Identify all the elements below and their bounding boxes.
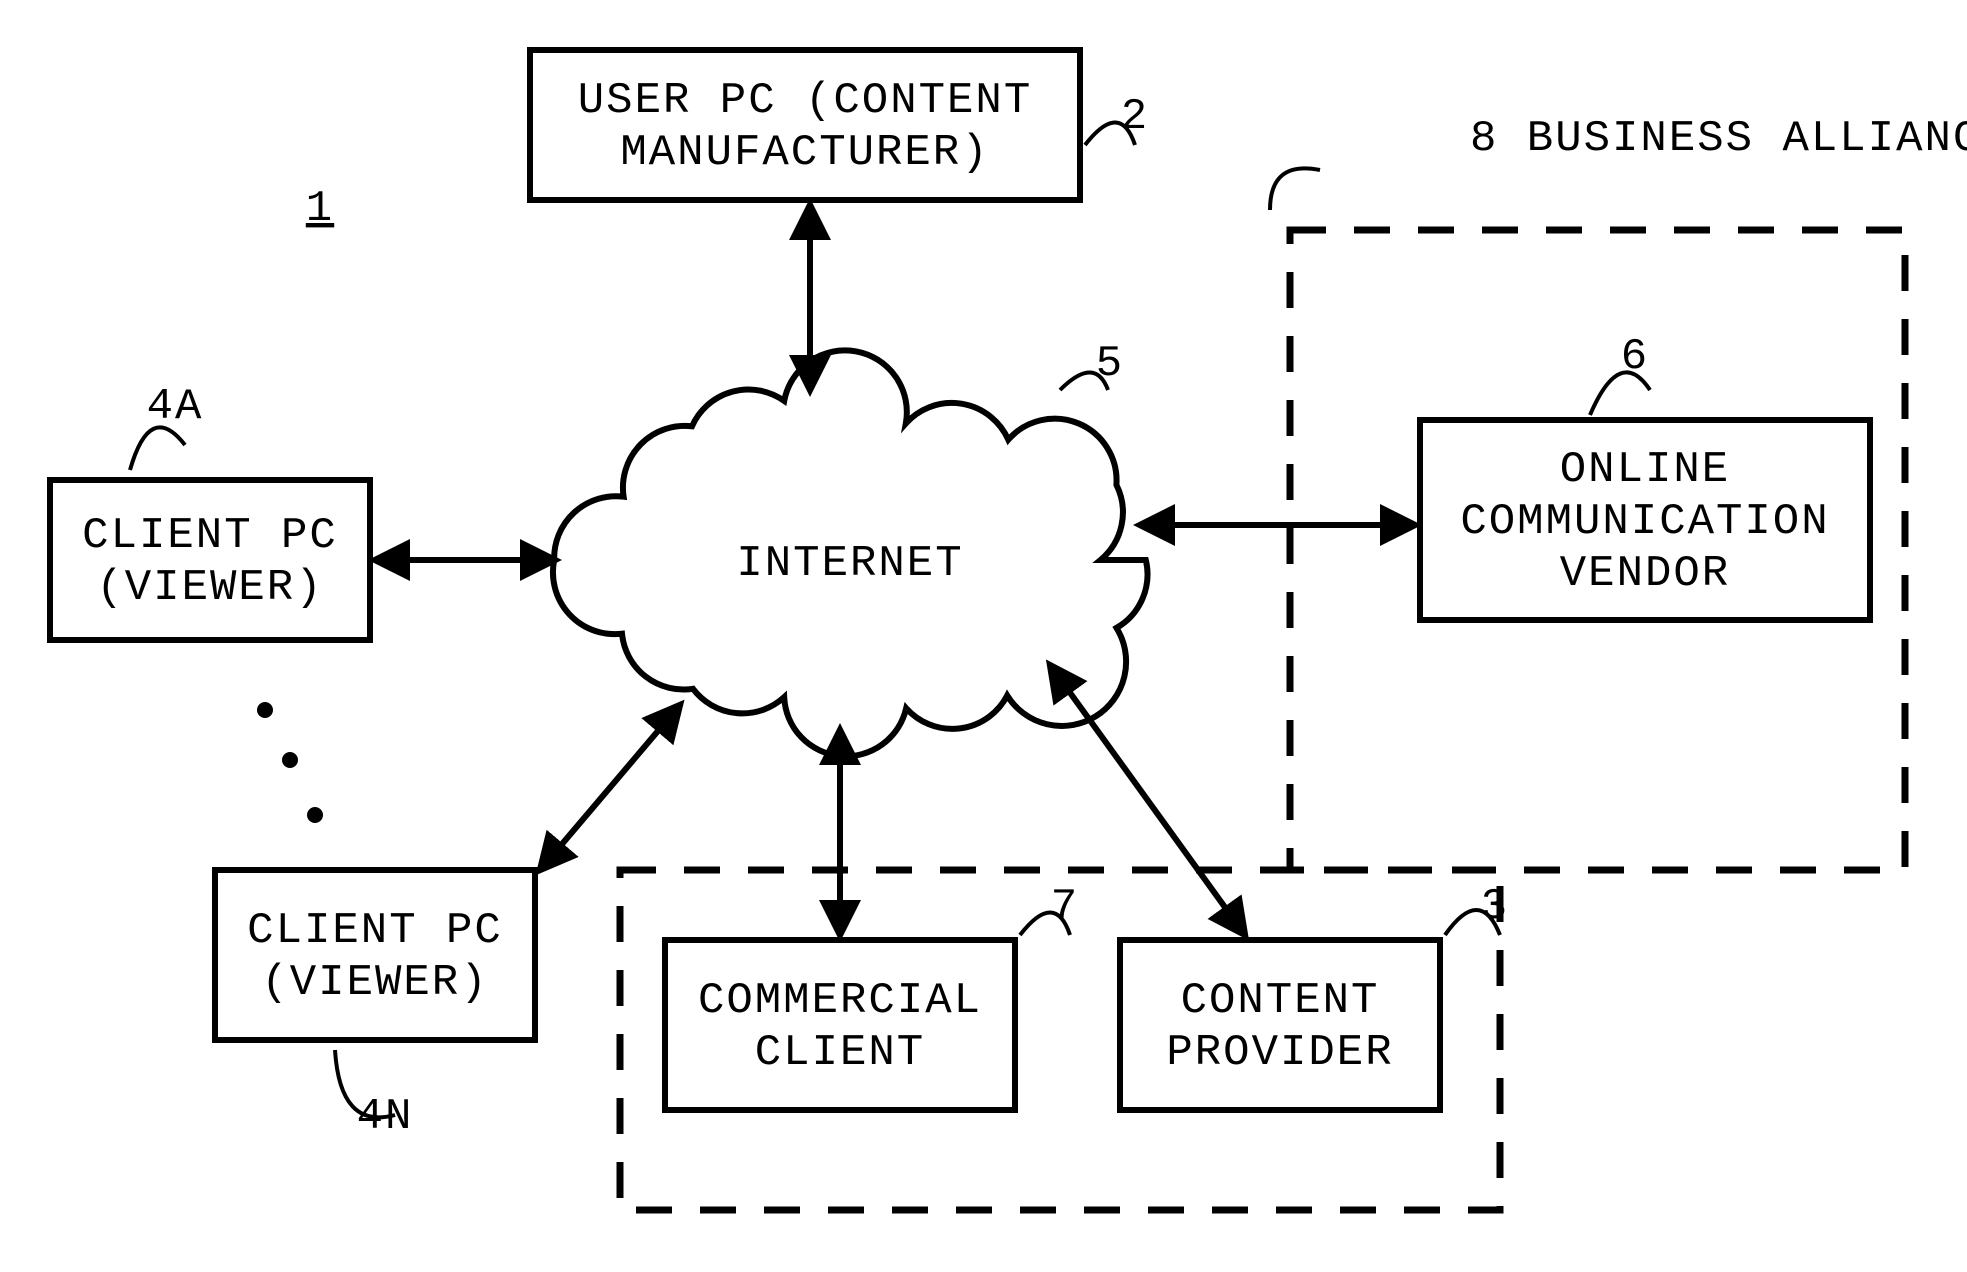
node-client_n: CLIENT PC(VIEWER)	[215, 870, 535, 1040]
node-vendor: ONLINECOMMUNICATIONVENDOR	[1420, 420, 1870, 620]
node-commercial: COMMERCIALCLIENT	[665, 940, 1015, 1110]
node-provider: CONTENTPROVIDER	[1120, 940, 1440, 1110]
svg-text:COMMUNICATION: COMMUNICATION	[1460, 497, 1829, 547]
edge-provider	[1050, 665, 1245, 935]
ellipsis-dot	[282, 752, 298, 768]
svg-text:(VIEWER): (VIEWER)	[261, 958, 488, 1008]
svg-text:CLIENT PC: CLIENT PC	[247, 906, 503, 956]
figure-ref: 1	[306, 184, 334, 234]
svg-text:5: 5	[1096, 339, 1124, 389]
node-user_pc: USER PC (CONTENTMANUFACTURER)	[530, 50, 1080, 200]
node-client_a: CLIENT PC(VIEWER)	[50, 480, 370, 640]
svg-text:2: 2	[1121, 92, 1149, 142]
svg-text:COMMERCIAL: COMMERCIAL	[698, 976, 982, 1026]
svg-text:CLIENT PC: CLIENT PC	[82, 511, 338, 561]
internet-label: INTERNET	[736, 539, 963, 589]
svg-text:(VIEWER): (VIEWER)	[96, 563, 323, 613]
svg-text:USER PC (CONTENT: USER PC (CONTENT	[578, 76, 1032, 126]
edge-client_n	[540, 705, 680, 870]
svg-text:PROVIDER: PROVIDER	[1166, 1028, 1393, 1078]
svg-text:MANUFACTURER): MANUFACTURER)	[620, 128, 989, 178]
ellipsis-dot	[257, 702, 273, 718]
svg-text:VENDOR: VENDOR	[1560, 549, 1730, 599]
svg-text:ONLINE: ONLINE	[1560, 445, 1730, 495]
svg-text:CLIENT: CLIENT	[755, 1028, 925, 1078]
svg-text:4A: 4A	[147, 382, 204, 432]
svg-text:CONTENT: CONTENT	[1181, 976, 1380, 1026]
ellipsis-dot	[307, 807, 323, 823]
business-alliance-label: 8 BUSINESS ALLIANCE	[1470, 114, 1967, 164]
